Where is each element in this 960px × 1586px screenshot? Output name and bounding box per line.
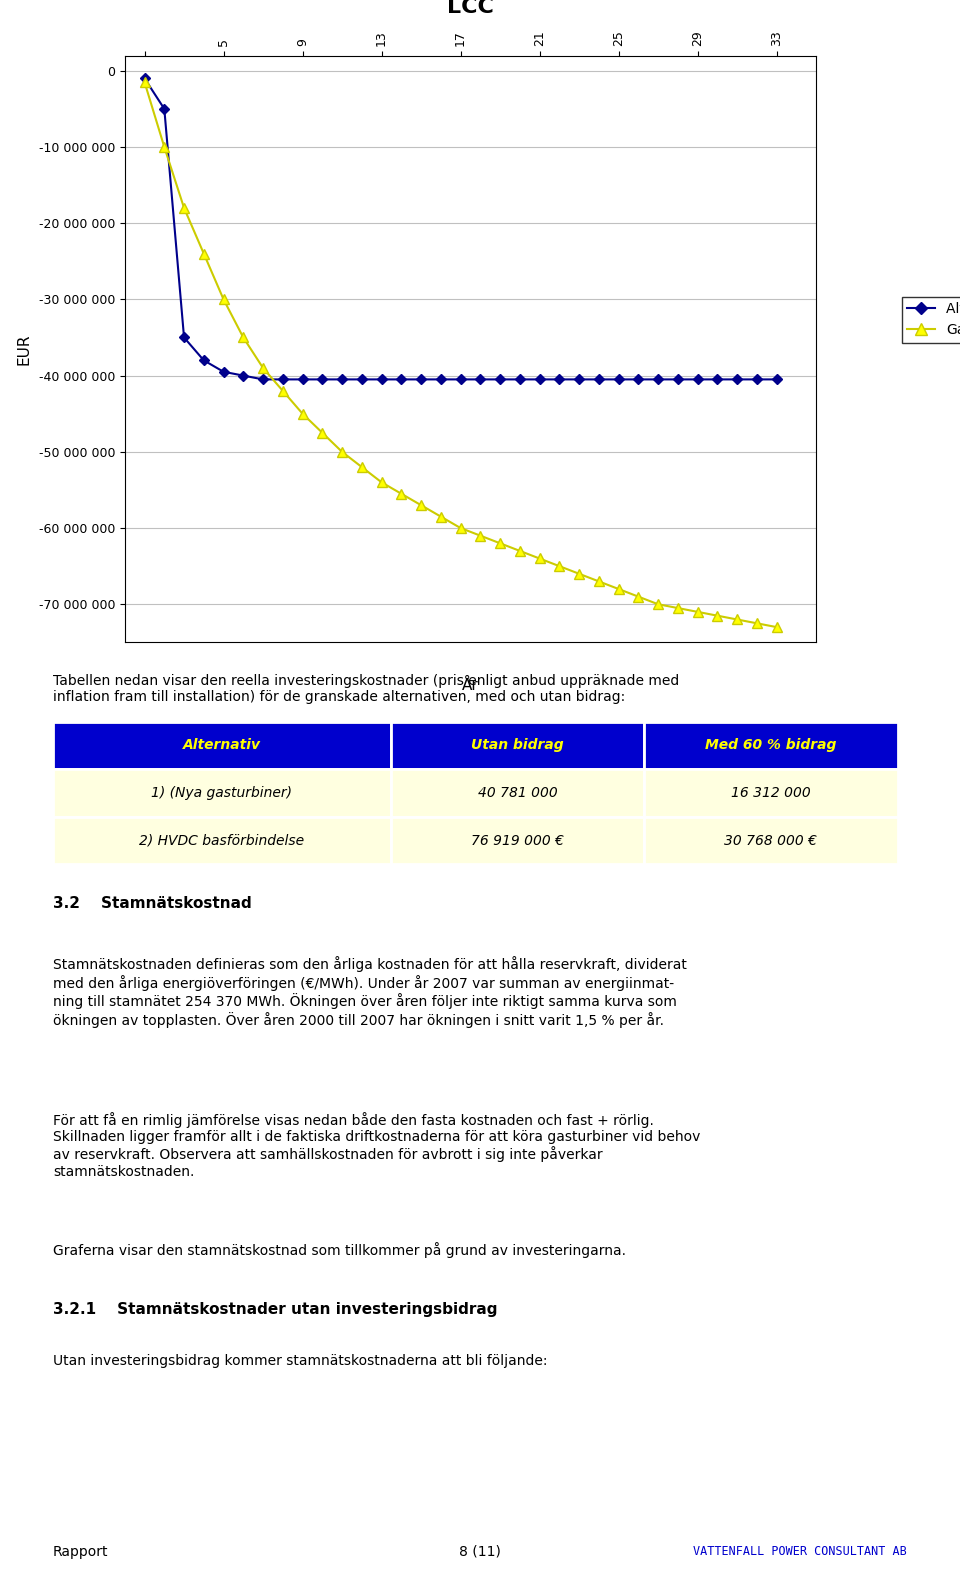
Bar xyxy=(53,722,391,769)
Text: Tabellen nedan visar den reella investeringskostnader (pris enligt anbud uppräkn: Tabellen nedan visar den reella invester… xyxy=(53,674,679,704)
Text: 16 312 000: 16 312 000 xyxy=(731,787,811,799)
Text: För att få en rimlig jämförelse visas nedan både den fasta kostnaden och fast + : För att få en rimlig jämförelse visas ne… xyxy=(53,1112,700,1178)
Bar xyxy=(644,722,898,769)
Text: 1) (Nya gasturbiner): 1) (Nya gasturbiner) xyxy=(152,787,292,799)
Bar xyxy=(391,817,644,864)
Bar xyxy=(53,769,391,817)
Bar xyxy=(53,817,391,864)
Bar xyxy=(391,769,644,817)
Text: 40 781 000: 40 781 000 xyxy=(477,787,558,799)
Text: Utan bidrag: Utan bidrag xyxy=(471,739,564,752)
Text: 8 (11): 8 (11) xyxy=(459,1545,501,1559)
Text: Utan investeringsbidrag kommer stamnätskostnaderna att bli följande:: Utan investeringsbidrag kommer stamnätsk… xyxy=(53,1354,547,1369)
Text: 30 768 000 €: 30 768 000 € xyxy=(725,834,817,847)
Text: Graferna visar den stamnätskostnad som tillkommer på grund av investeringarna.: Graferna visar den stamnätskostnad som t… xyxy=(53,1242,626,1258)
Text: Med 60 % bidrag: Med 60 % bidrag xyxy=(706,739,836,752)
Text: År: År xyxy=(462,677,479,693)
Text: 76 919 000 €: 76 919 000 € xyxy=(471,834,564,847)
Text: Alternativ: Alternativ xyxy=(182,739,261,752)
Bar xyxy=(644,769,898,817)
Text: 2) HVDC basförbindelse: 2) HVDC basförbindelse xyxy=(139,834,304,847)
Text: 3.2    Stamnätskostnad: 3.2 Stamnätskostnad xyxy=(53,896,252,910)
Y-axis label: EUR: EUR xyxy=(16,333,32,365)
Text: Stamnätskostnaden definieras som den årliga kostnaden för att hålla reservkraft,: Stamnätskostnaden definieras som den årl… xyxy=(53,956,686,1028)
Bar xyxy=(391,722,644,769)
Text: Rapport: Rapport xyxy=(53,1545,108,1559)
Text: VATTENFALL POWER CONSULTANT AB: VATTENFALL POWER CONSULTANT AB xyxy=(693,1545,907,1557)
Bar xyxy=(644,817,898,864)
Legend: Alt HVDC 100MW, Gasturbin: Alt HVDC 100MW, Gasturbin xyxy=(901,297,960,343)
Title: LCC: LCC xyxy=(447,0,493,17)
Text: 3.2.1    Stamnätskostnader utan investeringsbidrag: 3.2.1 Stamnätskostnader utan investering… xyxy=(53,1302,497,1316)
